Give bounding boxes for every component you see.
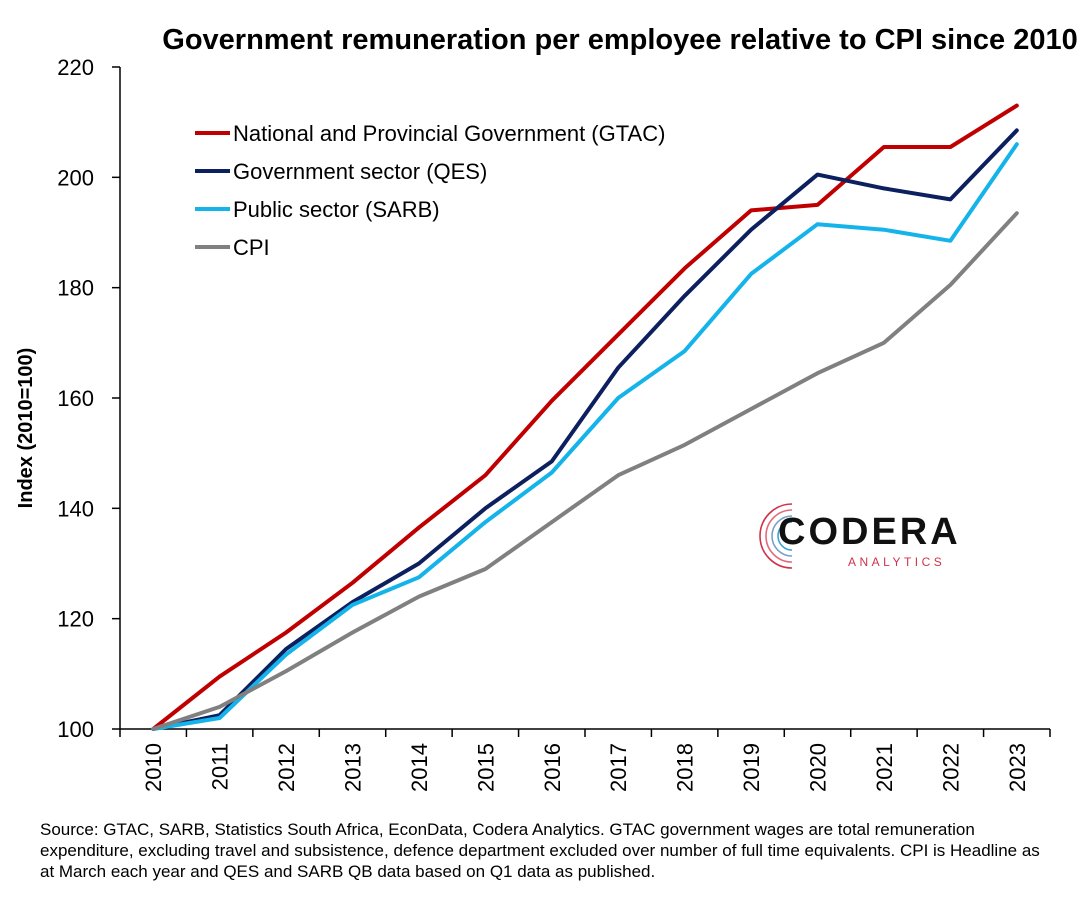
y-tick-label: 200 [57,165,94,190]
x-tick-label: 2011 [208,743,233,790]
x-tick-label: 2020 [806,743,831,792]
x-tick-label: 2010 [141,743,166,792]
series-line-3 [151,211,1019,731]
y-tick-label: 100 [57,717,94,742]
series-line-0 [151,103,1019,731]
x-tick-label: 2017 [606,743,631,792]
legend-label: National and Provincial Government (GTAC… [233,121,665,146]
y-tick-label: 220 [57,55,94,80]
codera-logo: CODERA ANALYTICS [756,498,958,574]
logo-tagline: ANALYTICS [848,555,946,569]
series-line-2 [151,142,1019,731]
series-lines [151,103,1019,731]
x-tick-label: 2016 [540,743,565,792]
series-line-1 [151,128,1019,731]
x-tick-label: 2015 [473,743,498,792]
y-tick-label: 160 [57,386,94,411]
x-tick-label: 2014 [407,743,432,792]
x-tick-label: 2022 [938,743,963,792]
logo-wordmark: CODERA [778,511,961,553]
legend-label: Government sector (QES) [233,159,487,184]
x-tick-label: 2021 [872,743,897,792]
x-tick-label: 2019 [739,743,764,792]
chart-title: Government remuneration per employee rel… [162,24,1078,56]
x-tick-label: 2012 [274,743,299,792]
y-axis-title: Index (2010=100) [15,348,37,509]
x-tick-label: 2013 [341,743,366,792]
x-tick-label: 2018 [673,743,698,792]
y-tick-label: 140 [57,496,94,521]
legend: National and Provincial Government (GTAC… [195,121,665,260]
codera-logo-mark-icon [759,503,793,569]
legend-label: Public sector (SARB) [233,197,440,222]
legend-label: CPI [233,235,270,260]
source-note: Source: GTAC, SARB, Statistics South Afr… [40,820,1040,881]
x-tick-label: 2023 [1005,743,1030,792]
y-tick-label: 120 [57,607,94,632]
axes: 100 120 140 160 180 200 220 2010 2011 2012 2013 201… [15,55,1051,792]
y-tick-label: 180 [57,276,94,301]
